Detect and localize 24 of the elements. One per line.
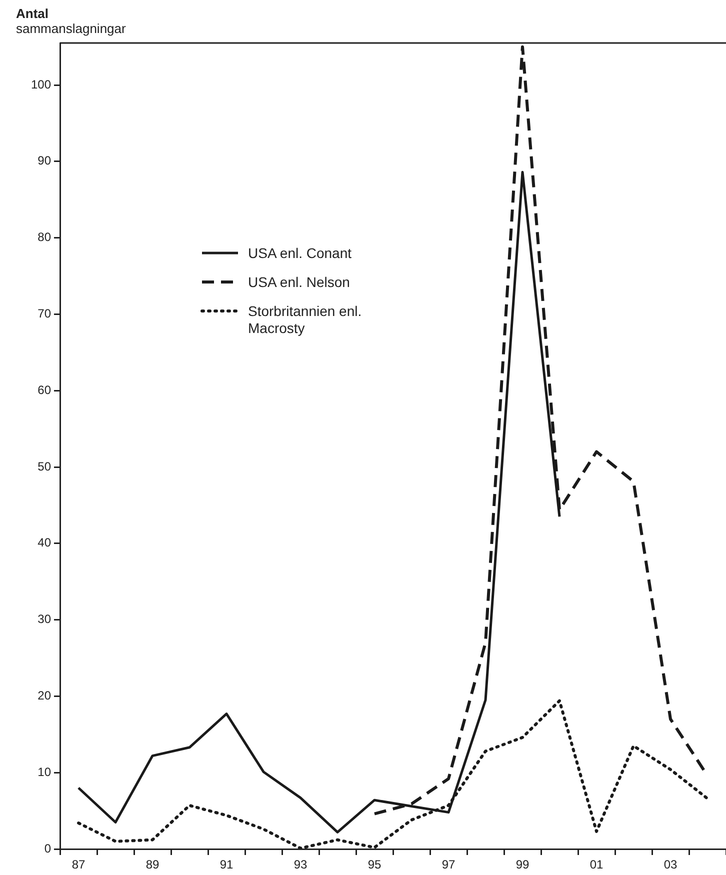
x-tick-label: 03 <box>664 858 678 872</box>
y-axis-title: Antal sammanslagningar <box>16 6 127 36</box>
x-tick-label: 01 <box>590 858 604 872</box>
y-tick-label: 40 <box>38 536 52 550</box>
legend-label: Storbritannien enl. Macrosty <box>248 303 363 337</box>
x-tick-label: 97 <box>442 858 456 872</box>
y-tick-label: 10 <box>38 764 52 779</box>
y-tick-label: 50 <box>38 459 52 474</box>
x-tick-label: 93 <box>294 858 308 872</box>
x-tick-label: 99 <box>516 858 530 872</box>
y-tick-label: 80 <box>38 230 52 244</box>
x-tick-label: 87 <box>72 858 86 872</box>
legend-label: USA enl. Nelson <box>248 274 351 291</box>
y-tick-label: 100 <box>30 77 52 92</box>
y-tick-label: 20 <box>38 688 52 703</box>
x-tick-label: 91 <box>220 858 234 872</box>
x-tick-label: 89 <box>146 858 160 872</box>
legend-label: USA enl. Conant <box>248 245 353 262</box>
y-tick-label: 70 <box>38 306 52 321</box>
y-tick-label: 0 <box>44 841 52 856</box>
y-tick-label: 30 <box>38 612 52 626</box>
y-tick-label: 90 <box>38 154 52 168</box>
y-tick-label: 60 <box>38 382 52 397</box>
x-tick-label: 95 <box>368 858 382 872</box>
